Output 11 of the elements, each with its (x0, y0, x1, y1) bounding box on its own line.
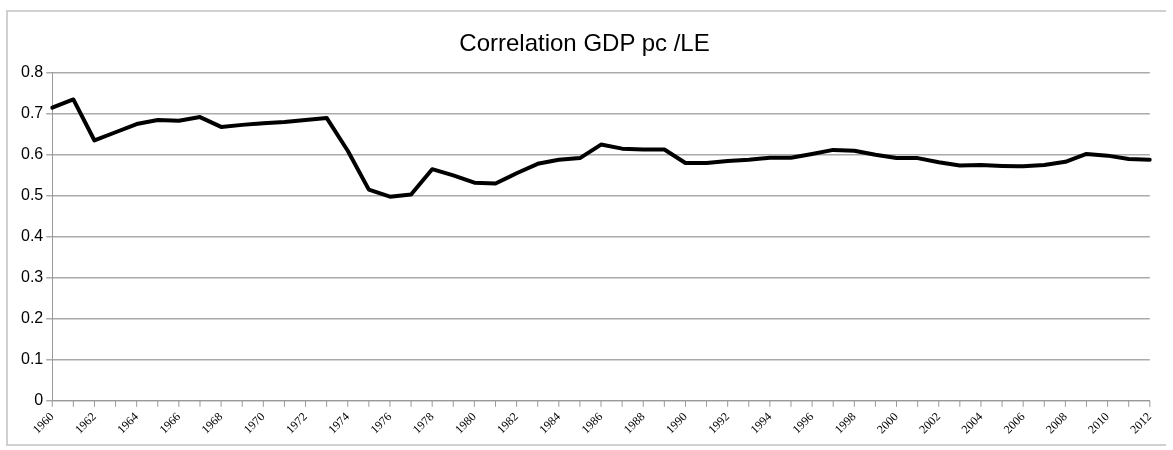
y-tick-label: 0.7 (20, 104, 44, 122)
x-tick-label: 1968 (198, 409, 226, 437)
y-tick-label: 0.6 (20, 145, 44, 163)
y-tick-label: 0.3 (20, 268, 44, 286)
y-tick-label: 0.5 (20, 186, 44, 204)
y-tick-label: 0.2 (20, 309, 44, 327)
y-tick-label: 0 (34, 391, 44, 409)
y-tick-label: 0.1 (20, 350, 44, 368)
y-tick-label: 0.4 (20, 227, 44, 245)
chart-title: Correlation GDP pc /LE (459, 29, 710, 57)
y-tick-label: 0.8 (20, 63, 44, 81)
